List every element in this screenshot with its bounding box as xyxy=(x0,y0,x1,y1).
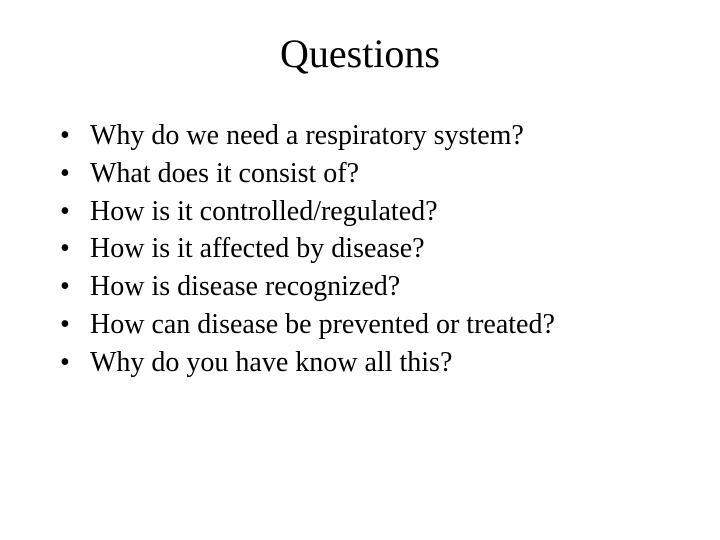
list-item: • Why do you have know all this? xyxy=(60,344,670,382)
bullet-text: How is it affected by disease? xyxy=(90,230,670,268)
bullet-icon: • xyxy=(60,344,90,382)
bullet-text: How is it controlled/regulated? xyxy=(90,193,670,231)
bullet-icon: • xyxy=(60,193,90,231)
slide-title: Questions xyxy=(50,30,670,77)
bullet-text: How can disease be prevented or treated? xyxy=(90,306,670,344)
bullet-icon: • xyxy=(60,155,90,193)
bullet-icon: • xyxy=(60,268,90,306)
bullet-text: What does it consist of? xyxy=(90,155,670,193)
bullet-text: Why do we need a respiratory system? xyxy=(90,117,670,155)
bullet-icon: • xyxy=(60,306,90,344)
list-item: • How can disease be prevented or treate… xyxy=(60,306,670,344)
list-item: • How is disease recognized? xyxy=(60,268,670,306)
bullet-icon: • xyxy=(60,230,90,268)
bullet-icon: • xyxy=(60,117,90,155)
bullet-text: Why do you have know all this? xyxy=(90,344,670,382)
bullet-list: • Why do we need a respiratory system? •… xyxy=(50,117,670,382)
list-item: • How is it controlled/regulated? xyxy=(60,193,670,231)
slide: Questions • Why do we need a respiratory… xyxy=(0,0,720,540)
list-item: • What does it consist of? xyxy=(60,155,670,193)
bullet-text: How is disease recognized? xyxy=(90,268,670,306)
list-item: • Why do we need a respiratory system? xyxy=(60,117,670,155)
list-item: • How is it affected by disease? xyxy=(60,230,670,268)
